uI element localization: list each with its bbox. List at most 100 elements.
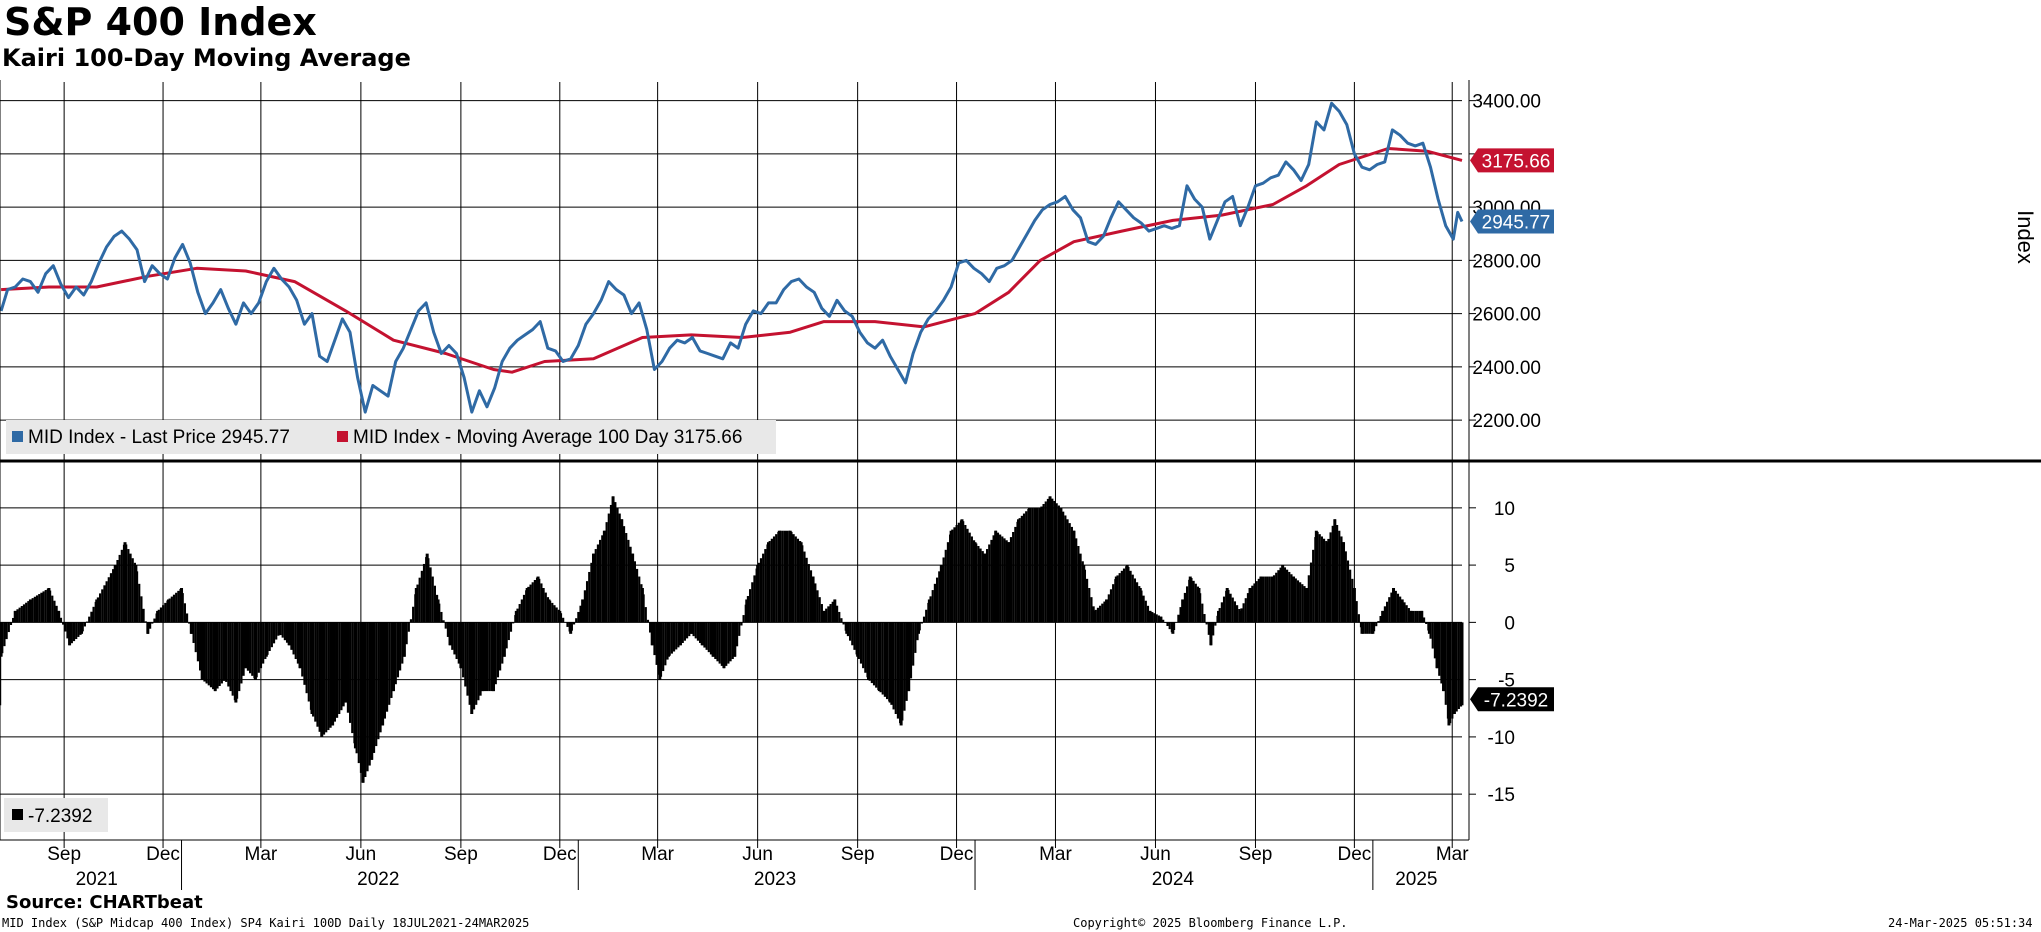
kairi-bar (690, 622, 693, 634)
kairi-bar (403, 622, 406, 657)
kairi-bar (225, 622, 228, 682)
kairi-bar (883, 622, 887, 697)
kairi-bar (672, 622, 676, 652)
footer-timestamp: 24-Mar-2025 05:51:34 (1888, 916, 2033, 930)
kairi-bar (766, 544, 769, 623)
kairi-bar (490, 622, 493, 692)
kairi-bar (422, 563, 426, 623)
kairi-bar (192, 622, 195, 643)
price-value-tag: 2945.77 (1470, 209, 1554, 234)
kairi-bar (940, 565, 943, 623)
kairi-bar (496, 622, 500, 678)
kairi-bar (1157, 615, 1160, 623)
kairi-bar (1199, 593, 1202, 623)
kairi-bar (838, 611, 841, 623)
kairi-bar (1242, 603, 1245, 623)
kairi-bar (1188, 579, 1191, 623)
x-tick-label: Mar (641, 844, 674, 865)
kairi-bar (440, 611, 443, 623)
kairi-bar (390, 622, 393, 698)
kairi-bar (270, 622, 273, 648)
kairi-bar (68, 622, 71, 646)
kairi-bar (1229, 593, 1232, 623)
kairi-bar (1351, 578, 1354, 623)
x-tick-label: Mar (1436, 844, 1469, 865)
kairi-bar (279, 622, 282, 636)
kairi-bar (516, 608, 519, 623)
kairi-bar (988, 544, 991, 623)
kairi-bar (507, 622, 510, 641)
kairi-bar (1129, 570, 1132, 623)
kairi-bar (429, 567, 432, 623)
kairi-bar (577, 611, 580, 623)
kairi-bar (18, 607, 21, 623)
kairi-bar (475, 622, 478, 705)
kairi-bar (27, 601, 30, 623)
kairi-bar (85, 621, 89, 623)
kairi-bar (1451, 622, 1454, 719)
kairi-bar (238, 622, 241, 692)
kairi-bar (664, 622, 667, 666)
kairi-bar (657, 622, 660, 675)
legend-label: MID Index - Last Price 2945.77 (28, 427, 290, 448)
kairi-bar (1068, 523, 1071, 623)
kairi-bar (1257, 578, 1260, 623)
kairi-bar (1322, 538, 1326, 623)
kairi-bar (379, 622, 382, 733)
kairi-bar (220, 622, 223, 684)
kairi-bar (107, 577, 110, 623)
kairi-bar (885, 622, 889, 700)
footer-copyright: Copyright© 2025 Bloomberg Finance L.P. (1073, 916, 1348, 930)
kairi-bar (1414, 610, 1417, 623)
kairi-bar (1183, 592, 1187, 623)
kairi-bar (1344, 551, 1347, 623)
kairi-bar (1042, 504, 1045, 623)
kairi-bar (533, 579, 536, 623)
x-tick-label: Sep (841, 844, 875, 865)
kairi-bar (1109, 589, 1113, 623)
kairi-bar (731, 622, 734, 660)
kairi-bar (35, 595, 39, 623)
kairi-bar (964, 525, 967, 623)
kairi-bar (477, 622, 480, 701)
kairi-bar (251, 622, 254, 676)
kairi-bar (340, 622, 343, 711)
kairi-bar (246, 622, 250, 671)
kairi-bar (1281, 565, 1284, 623)
kairi-bar (1055, 503, 1058, 623)
kairi-bar (201, 622, 204, 680)
kairi-bar (529, 584, 532, 623)
kairi-bar (785, 530, 789, 623)
kairi-bar (307, 622, 310, 702)
kairi-bar (1212, 622, 1215, 636)
x-tick-label: Sep (47, 844, 81, 865)
kairi-bar (303, 622, 306, 685)
kairi-bar (1209, 622, 1213, 646)
kairi-bar (7, 622, 10, 633)
kairi-bar (333, 622, 336, 722)
kairi-bar (0, 622, 2, 706)
kairi-bar (868, 622, 871, 681)
kairi-bar (1396, 593, 1400, 623)
kairi-bar (1216, 615, 1219, 623)
kairi-bar (1207, 622, 1210, 635)
kairi-bar (725, 622, 728, 666)
kairi-bar (470, 622, 473, 714)
kairi-bar (3, 622, 6, 647)
kairi-bar (207, 622, 210, 686)
kairi-bar (1266, 576, 1269, 623)
kairi-bar (862, 622, 865, 669)
kairi-bar (683, 622, 687, 641)
kairi-bar (716, 622, 719, 662)
kairi-bar (629, 546, 632, 623)
kairi-bar (518, 604, 521, 623)
chart-subtitle: Kairi 100-Day Moving Average (2, 44, 411, 72)
chart-title: S&P 400 Index (4, 0, 317, 44)
kairi-bar (701, 622, 704, 646)
kairi-value-tag-bg (1470, 687, 1554, 712)
kairi-bar (185, 613, 189, 623)
kairi-bar (735, 622, 739, 647)
kairi-bar (1403, 602, 1406, 623)
kairi-bar (633, 561, 637, 623)
kairi-bar (140, 596, 143, 623)
